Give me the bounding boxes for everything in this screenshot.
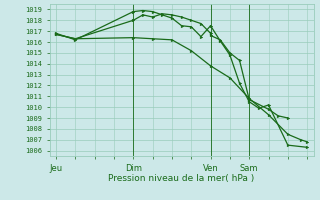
X-axis label: Pression niveau de la mer( hPa ): Pression niveau de la mer( hPa ) (108, 174, 255, 183)
